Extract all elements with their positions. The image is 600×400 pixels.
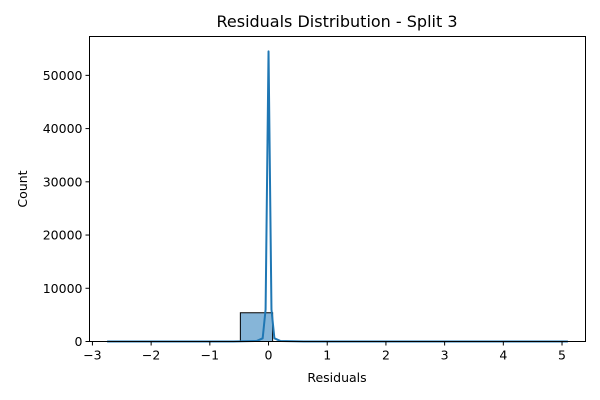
histogram-bar-0 <box>239 312 274 342</box>
x-tick-label: 4 <box>499 348 507 363</box>
x-axis-label: Residuals <box>307 370 366 385</box>
y-tick-label: 50000 <box>43 68 83 83</box>
x-tick-label: 2 <box>382 348 390 363</box>
y-tick-label: 40000 <box>43 121 83 136</box>
plot-area <box>107 50 568 343</box>
x-axis: −3 −2 −1 0 1 2 3 4 5 <box>83 341 566 363</box>
y-tick-label: 20000 <box>43 228 83 243</box>
axes-frame <box>89 36 586 342</box>
x-tick-label: −2 <box>142 348 160 363</box>
y-tick-label: 30000 <box>43 174 83 189</box>
y-tick-label: 10000 <box>43 281 83 296</box>
y-tick-label: 0 <box>75 334 83 349</box>
x-tick-label: −3 <box>83 348 101 363</box>
x-tick-label: 0 <box>265 348 273 363</box>
chart-title: Residuals Distribution - Split 3 <box>216 12 457 31</box>
x-tick-label: 1 <box>323 348 331 363</box>
x-tick-label: 3 <box>441 348 449 363</box>
kde-line <box>107 50 568 343</box>
x-tick-label: −1 <box>201 348 219 363</box>
x-tick-label: 5 <box>558 348 566 363</box>
y-axis: 0 10000 20000 30000 40000 50000 <box>43 68 90 349</box>
y-axis-label: Count <box>15 170 30 207</box>
